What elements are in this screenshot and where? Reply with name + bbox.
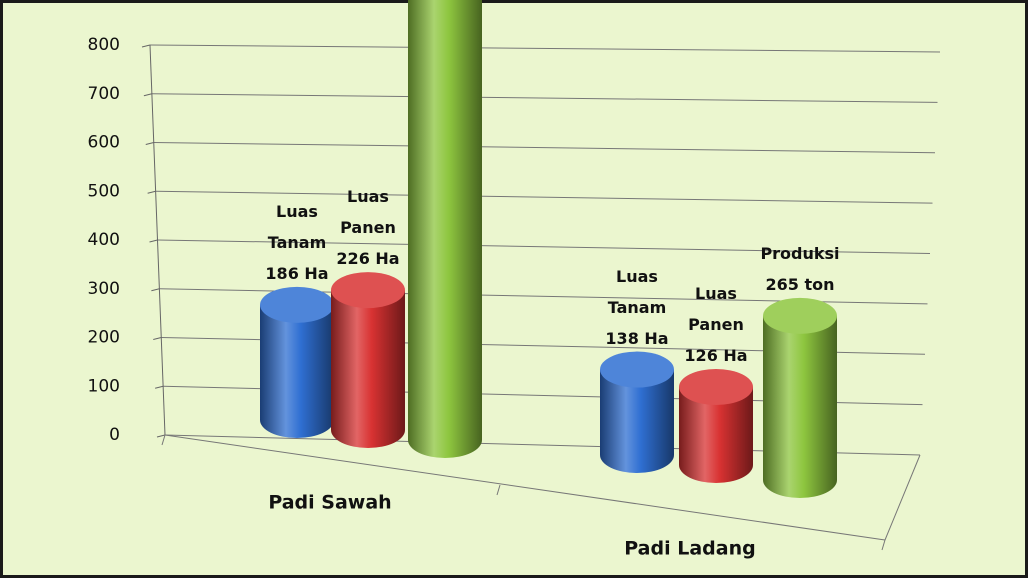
bar-top bbox=[763, 297, 837, 334]
y-axis bbox=[149, 44, 166, 436]
y-tick-label: 300 bbox=[88, 279, 120, 299]
series-name: Luas Tanam bbox=[267, 201, 327, 252]
data-label: Produksi 265 ton bbox=[752, 238, 848, 300]
bar-top bbox=[679, 368, 753, 405]
bar bbox=[408, 0, 482, 458]
y-tick-label: 800 bbox=[88, 35, 120, 55]
value-label: 265 ton bbox=[765, 274, 835, 294]
x-tick-label: Padi Sawah bbox=[268, 492, 391, 514]
bar bbox=[260, 304, 334, 438]
floor-front bbox=[164, 434, 886, 541]
y-tick-label: 600 bbox=[88, 133, 120, 153]
data-label: Luas Tanam 186 Ha bbox=[249, 196, 345, 289]
grid-line bbox=[155, 190, 933, 204]
bar bbox=[600, 369, 674, 473]
y-tick bbox=[149, 239, 158, 243]
floor-tick bbox=[161, 434, 166, 446]
y-tick bbox=[156, 434, 166, 438]
bar-top bbox=[260, 286, 334, 323]
floor-right bbox=[884, 454, 921, 541]
series-name: Luas Panen bbox=[340, 187, 396, 238]
value-label: 186 Ha bbox=[265, 263, 329, 283]
grid-line bbox=[153, 142, 936, 154]
floor-tick bbox=[496, 484, 501, 496]
y-tick bbox=[153, 337, 162, 340]
y-tick bbox=[145, 142, 154, 145]
y-tick-label: 700 bbox=[88, 84, 120, 104]
value-label: 226 Ha bbox=[336, 249, 400, 269]
data-label: Luas Panen 226 Ha bbox=[320, 181, 416, 274]
y-tick-label: 500 bbox=[88, 181, 120, 201]
y-tick bbox=[143, 93, 152, 97]
bar bbox=[331, 290, 405, 448]
y-tick bbox=[155, 385, 164, 389]
data-label: Luas Panen 126 Ha bbox=[668, 278, 764, 371]
y-tick-label: 100 bbox=[88, 376, 120, 396]
grid-line bbox=[151, 93, 938, 103]
x-tick-label: Padi Ladang bbox=[624, 538, 755, 560]
y-tick bbox=[151, 288, 160, 292]
series-name: Produksi bbox=[760, 243, 840, 263]
bar-top bbox=[331, 272, 405, 309]
y-tick-label: 200 bbox=[88, 328, 120, 348]
floor-tick bbox=[881, 539, 886, 551]
grid-line bbox=[149, 44, 941, 53]
value-label: 126 Ha bbox=[684, 346, 748, 365]
y-tick bbox=[147, 190, 156, 194]
y-tick-label: 0 bbox=[109, 425, 120, 445]
series-name: Luas Panen bbox=[688, 284, 744, 334]
bar bbox=[763, 315, 837, 498]
bar-top bbox=[600, 351, 674, 388]
value-label: 138 Ha bbox=[605, 328, 669, 348]
series-name: Luas Tanam bbox=[607, 266, 667, 317]
y-tick-label: 400 bbox=[88, 230, 120, 250]
grid-line bbox=[157, 239, 931, 254]
bar bbox=[679, 386, 753, 483]
data-label: Luas Tanam 138 Ha bbox=[589, 261, 685, 354]
y-tick bbox=[141, 44, 151, 48]
